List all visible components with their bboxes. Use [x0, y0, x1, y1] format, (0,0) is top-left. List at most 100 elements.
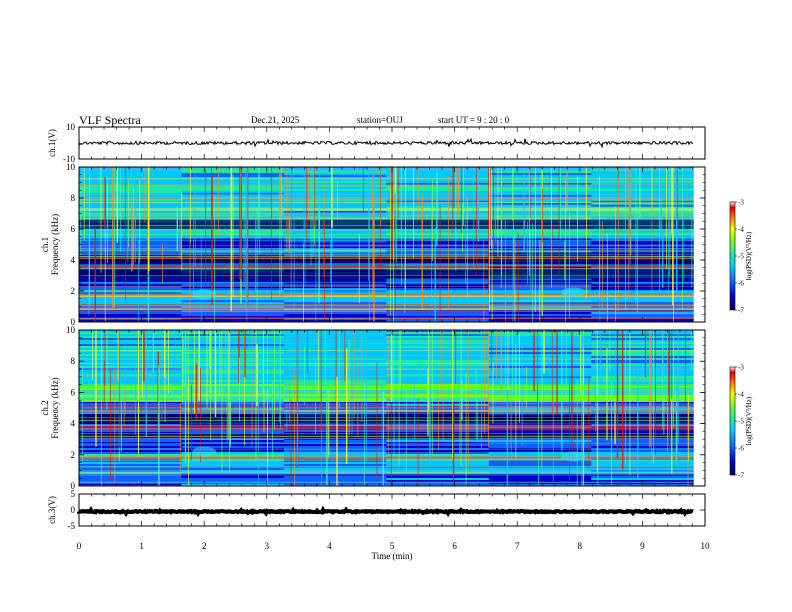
- y-tick-label: 10: [66, 122, 76, 132]
- psd-cell: [283, 288, 387, 291]
- psd-cell: [181, 364, 285, 367]
- psd-cell: [283, 248, 387, 251]
- psd-cell: [79, 338, 182, 341]
- psd-cell: [386, 238, 490, 241]
- psd-cell: [591, 184, 695, 188]
- psd-cell: [386, 194, 490, 198]
- x-tick-label: 7: [515, 541, 520, 551]
- psd-cell: [386, 232, 490, 235]
- psd-cell: [591, 278, 695, 281]
- psd-cell: [283, 482, 387, 485]
- psd-cell: [591, 478, 695, 481]
- psd-cell: [386, 330, 490, 333]
- psd-cell: [386, 458, 490, 461]
- psd-cell: [591, 232, 695, 235]
- psd-cell: [386, 246, 490, 249]
- psd-cell: [79, 298, 182, 301]
- psd-cell: [488, 380, 592, 383]
- psd-cell: [386, 338, 490, 341]
- psd-cell: [283, 480, 387, 483]
- psd-cell: [79, 404, 182, 407]
- psd-cell: [488, 308, 592, 311]
- psd-cell: [283, 400, 387, 403]
- psd-cell: [283, 428, 387, 431]
- psd-cell: [386, 242, 490, 245]
- psd-cell: [488, 208, 592, 212]
- psd-cell: [181, 388, 285, 391]
- psd-cell: [181, 468, 285, 471]
- psd-cell: [591, 196, 695, 200]
- psd-cell: [283, 284, 387, 287]
- psd-cell: [283, 478, 387, 481]
- psd-cell: [488, 428, 592, 431]
- psd-cell: [488, 360, 592, 363]
- psd-cell: [386, 460, 490, 463]
- x-tick-label: 0: [77, 541, 82, 551]
- psd-cell: [79, 332, 182, 335]
- no-data-region: [693, 330, 705, 486]
- psd-cell: [181, 338, 285, 341]
- psd-cell: [591, 348, 695, 351]
- psd-cell: [283, 384, 387, 387]
- psd-cell: [386, 206, 490, 210]
- psd-cell: [181, 430, 285, 433]
- psd-cell: [79, 294, 182, 297]
- y-tick-label: 2: [71, 286, 76, 296]
- psd-cell: [181, 167, 285, 170]
- psd-cell: [181, 170, 285, 174]
- ch2-spectrogram-panel: 0 2 4 6 8 10 ch.2Frequency (kHz): [40, 325, 706, 491]
- psd-cell: [488, 242, 592, 245]
- psd-cell: [591, 406, 695, 409]
- psd-cell: [181, 296, 285, 299]
- psd-cell: [591, 408, 695, 411]
- psd-cell: [181, 460, 285, 463]
- psd-cell: [591, 442, 695, 445]
- psd-cell: [591, 398, 695, 401]
- psd-cell: [386, 204, 490, 208]
- colorbar-tick-label: -3: [738, 364, 744, 372]
- psd-cell: [386, 172, 490, 176]
- psd-cell: [488, 314, 592, 317]
- psd-cell: [283, 242, 387, 245]
- psd-cell: [591, 386, 695, 389]
- psd-cell: [386, 366, 490, 369]
- psd-cell: [488, 266, 592, 269]
- psd-cell: [283, 394, 387, 397]
- psd-cell: [591, 370, 695, 373]
- psd-cell: [591, 294, 695, 297]
- psd-cell: [283, 450, 387, 453]
- psd-cell: [591, 172, 695, 176]
- psd-cell: [283, 196, 387, 200]
- psd-cell: [386, 216, 490, 219]
- psd-cell: [488, 240, 592, 243]
- psd-cell: [283, 208, 387, 212]
- psd-cell: [283, 464, 387, 467]
- psd-cell: [386, 376, 490, 379]
- psd-cell: [181, 446, 285, 449]
- psd-cell: [488, 170, 592, 174]
- psd-cell: [79, 330, 182, 333]
- psd-cell: [79, 188, 182, 192]
- psd-cell: [386, 450, 490, 453]
- psd-cell: [591, 288, 695, 291]
- psd-cell: [591, 314, 695, 317]
- psd-cell: [181, 384, 285, 387]
- psd-cell: [181, 478, 285, 481]
- psd-cell: [488, 206, 592, 210]
- y-tick-label: 4: [71, 255, 76, 265]
- psd-cell: [386, 280, 490, 283]
- colorbar-tick-label: -5: [738, 253, 744, 261]
- psd-cell: [591, 254, 695, 257]
- y-tick-label: -5: [68, 521, 76, 531]
- psd-cell: [386, 208, 490, 212]
- psd-cell: [283, 444, 387, 447]
- psd-cell: [591, 300, 695, 303]
- psd-cell: [79, 372, 182, 375]
- waveform-trace: [77, 505, 694, 518]
- psd-cell: [79, 470, 182, 473]
- psd-cell: [386, 186, 490, 190]
- psd-cell: [181, 394, 285, 397]
- psd-cell: [591, 242, 695, 245]
- psd-cell: [79, 252, 182, 255]
